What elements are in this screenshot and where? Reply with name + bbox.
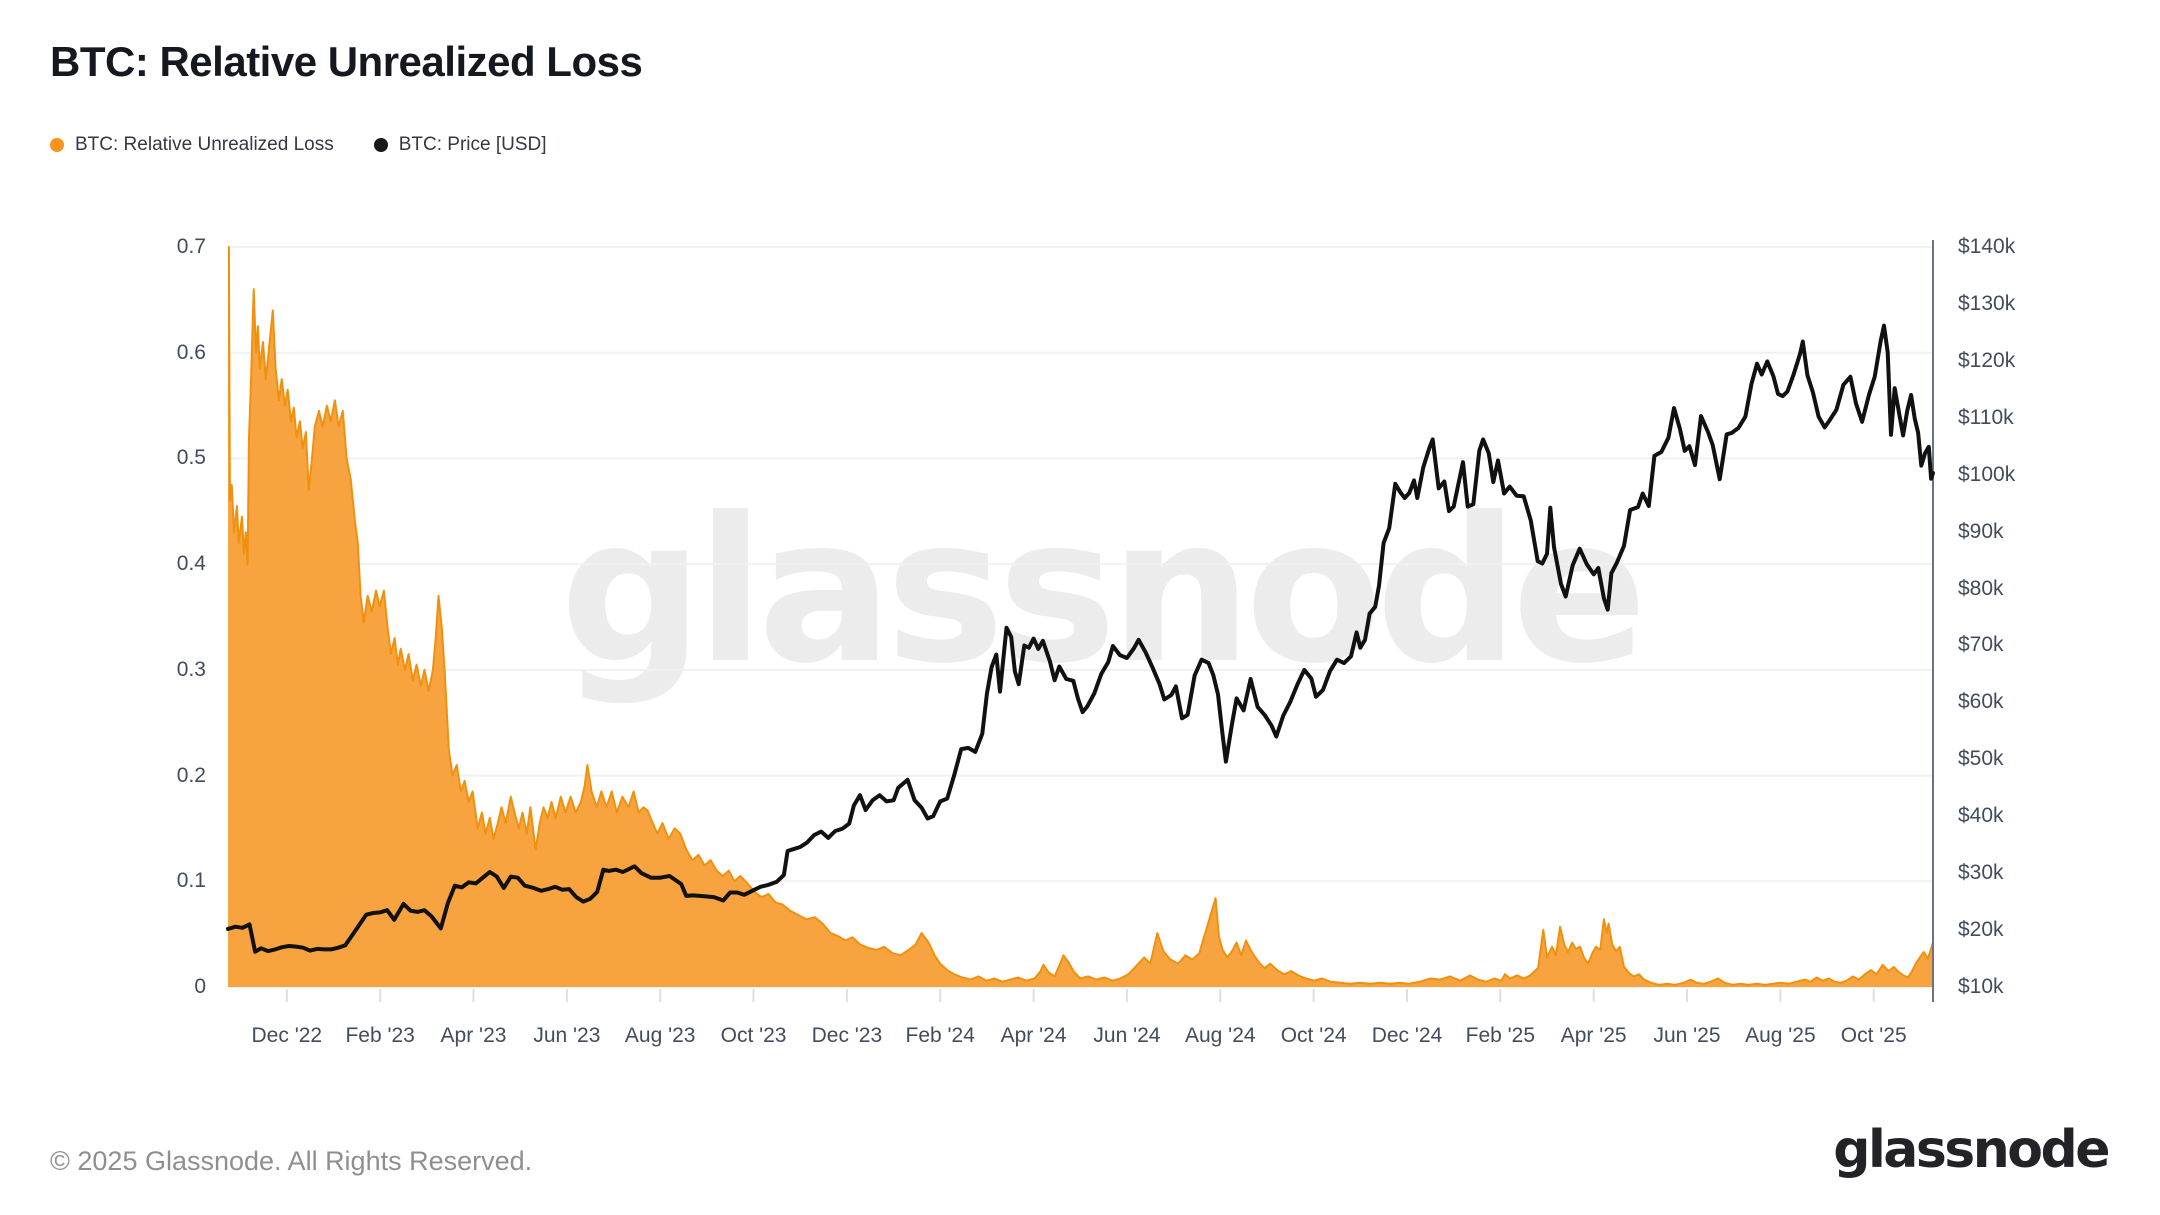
rul-area-outline bbox=[227, 246, 1934, 986]
orange-dot-icon bbox=[50, 138, 64, 152]
x-axis-label: Feb '24 bbox=[905, 1024, 975, 1047]
y-axis-label-right: $20k bbox=[1958, 918, 2004, 942]
y-axis-label-right: $70k bbox=[1958, 633, 2004, 657]
glassnode-watermark: glassnode bbox=[560, 475, 1647, 708]
y-axis-label-right: $50k bbox=[1958, 747, 2004, 771]
y-axis-label-right: $40k bbox=[1958, 804, 2004, 828]
y-axis-label-right: $140k bbox=[1958, 235, 2016, 258]
x-axis-label: Apr '23 bbox=[440, 1024, 507, 1047]
y-axis-label-left: 0.6 bbox=[176, 340, 206, 364]
y-axis-label-right: $120k bbox=[1958, 348, 2016, 372]
y-axis-label-left: 0.3 bbox=[176, 657, 206, 681]
glassnode-logo: glassnode bbox=[1833, 1120, 2110, 1180]
x-axis-label: Jun '23 bbox=[533, 1024, 601, 1047]
x-axis-label: Oct '24 bbox=[1280, 1024, 1347, 1047]
x-axis-label: Aug '23 bbox=[624, 1024, 696, 1047]
x-axis-label: Oct '25 bbox=[1840, 1024, 1907, 1047]
x-axis-label: Aug '25 bbox=[1745, 1024, 1816, 1047]
legend-item-price-usd[interactable]: BTC: Price [USD] bbox=[373, 134, 547, 156]
y-axis-label-right: $80k bbox=[1958, 576, 2004, 600]
y-axis-label-left: 0.5 bbox=[176, 446, 206, 470]
x-axis-label: Dec '23 bbox=[811, 1024, 883, 1047]
x-axis-label: Apr '24 bbox=[1000, 1024, 1067, 1047]
y-axis-label-right: $110k bbox=[1958, 405, 2014, 429]
x-axis-label: Aug '24 bbox=[1184, 1024, 1256, 1047]
y-axis-label-right: $130k bbox=[1958, 291, 2016, 315]
y-axis-label-left: 0 bbox=[194, 975, 206, 998]
footer-copyright: © 2025 Glassnode. All Rights Reserved. bbox=[50, 1146, 533, 1176]
black-dot-icon bbox=[373, 138, 388, 152]
y-axis-label-left: 0.4 bbox=[176, 552, 206, 576]
y-axis-label-right: $10k bbox=[1958, 975, 2004, 998]
legend-item-relative-unrealized-loss[interactable]: BTC: Relative Unrealized Loss bbox=[50, 134, 334, 156]
x-axis-label: Feb '23 bbox=[345, 1024, 415, 1047]
y-axis-label-left: 0.7 bbox=[176, 235, 206, 258]
page-title: BTC: Relative Unrealized Loss bbox=[50, 38, 643, 85]
x-axis-label: Apr '25 bbox=[1560, 1024, 1627, 1047]
y-axis-label-right: $60k bbox=[1958, 690, 2004, 714]
legend: BTC: Relative Unrealized Loss BTC: Price… bbox=[50, 134, 547, 156]
y-axis-label-left: 0.2 bbox=[176, 763, 206, 787]
x-axis-label: Oct '23 bbox=[720, 1024, 787, 1047]
y-axis-label-right: $90k bbox=[1958, 519, 2004, 543]
x-axis-label: Dec '24 bbox=[1371, 1024, 1443, 1047]
price-line-series bbox=[226, 323, 1935, 954]
legend-label: BTC: Price [USD] bbox=[398, 134, 547, 155]
y-axis-label-right: $30k bbox=[1958, 861, 2004, 885]
y-axis-label-left: 0.1 bbox=[176, 869, 206, 893]
y-axis-label-right: $100k bbox=[1958, 462, 2016, 486]
x-axis-label: Dec '22 bbox=[251, 1024, 323, 1047]
x-axis-label: Feb '25 bbox=[1465, 1024, 1536, 1047]
x-axis-label: Jun '24 bbox=[1093, 1024, 1161, 1047]
x-axis-label: Jun '25 bbox=[1653, 1024, 1721, 1047]
legend-label: BTC: Relative Unrealized Loss bbox=[75, 134, 334, 155]
